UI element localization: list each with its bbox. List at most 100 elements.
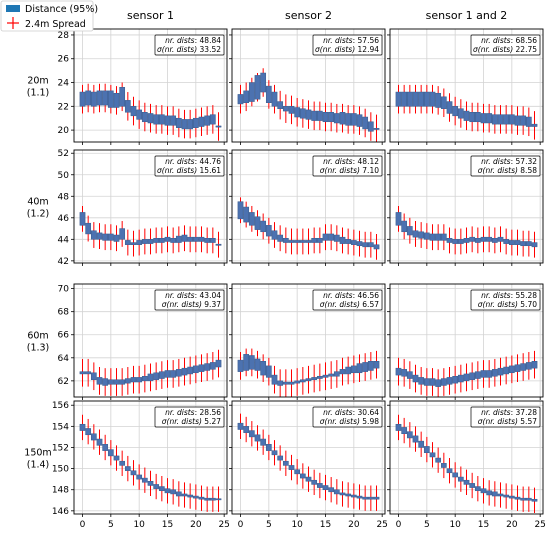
legend: Distance (95%) 2.4m Spread [0,0,98,32]
distance-box [215,359,222,368]
distance-box [328,233,335,241]
distance-box [395,91,402,107]
distance-box [102,233,109,241]
distance-box [147,239,154,244]
distance-box [463,373,470,382]
panel: nr. dists: 68.56σ(nr. dists) 22.75 [387,28,544,145]
distance-box [503,494,510,498]
row-label-sub: (1.4) [27,460,50,471]
stats-box [312,155,383,177]
row-label: 20m [27,76,48,87]
x-tick-label: 0 [80,520,86,530]
panel: 0 5 10 15 20 25 nr. dists: 30.64σ(nr. dists) 5… [229,400,388,530]
stats-nr-dists: nr. dists: 37.28 [481,408,537,417]
x-tick-label: 10 [291,520,303,530]
series-group [79,205,222,258]
distance-box [356,241,363,247]
distance-box [90,433,97,441]
distance-box [282,106,289,112]
distance-box [164,488,171,494]
x-tick-label: 15 [162,520,173,530]
distance-box [248,212,255,226]
distance-box [254,434,261,442]
distance-box [469,372,476,380]
distance-box [305,109,312,120]
distance-box [474,486,481,492]
distance-box [158,114,165,125]
distance-box [215,498,222,501]
distance-box [486,370,493,378]
distance-box [130,470,137,476]
distance-box [260,72,267,93]
distance-box [423,91,430,107]
distance-box [362,116,369,130]
distance-box [243,354,250,371]
distance-box [299,240,306,243]
distance-box [525,116,532,127]
distance-box [316,110,323,121]
stats-box [154,406,225,428]
distance-box [248,82,255,102]
distance-box [339,236,346,244]
x-tick-label: 5 [424,520,430,530]
distance-box [305,378,312,382]
x-tick-label: 0 [238,520,244,530]
distance-box [514,240,521,245]
distance-box [175,369,182,377]
distance-box [192,117,199,128]
distance-box [147,481,154,486]
distance-box [96,377,103,385]
distance-box [305,476,312,482]
y-tick-label: 44 [58,235,70,245]
distance-box [333,113,340,124]
stats-box [312,34,383,56]
distance-box [119,379,126,385]
distance-box [243,206,250,223]
row-label-sub: (1.1) [27,88,50,99]
y-tick-label: 146 [52,507,69,517]
distance-box [446,101,453,114]
stats-sigma: σ(nr. dists) 15.61 [157,166,221,175]
distance-box [271,230,278,240]
distance-box [356,495,363,499]
distance-box [406,91,413,107]
distance-box [525,497,532,501]
distance-box [130,242,137,245]
distance-box [486,490,493,496]
distance-box [147,113,154,124]
distance-box [435,379,442,387]
series-group [395,350,538,397]
distance-box [215,243,222,246]
stats-sigma: σ(nr. dists) 33.52 [157,45,221,54]
distance-box [85,371,92,375]
distance-box [192,495,199,499]
distance-box [412,374,419,383]
distance-box [153,114,160,125]
distance-box [85,90,92,106]
distance-box [90,230,97,240]
distance-box [260,220,267,233]
distance-box [107,90,114,108]
distance-box [260,361,267,376]
x-tick-label: 0 [396,520,402,530]
distance-box [198,364,205,372]
distance-box [288,106,295,114]
distance-box [113,92,120,108]
panel-frame [389,149,544,264]
distance-box [119,87,126,107]
x-tick-label: 15 [478,520,489,530]
distance-box [429,378,436,386]
distance-box [350,365,357,374]
distance-box [440,378,447,386]
distance-box [367,242,374,248]
distance-box [373,496,380,500]
distance-box [457,476,464,482]
series-group [79,82,222,141]
distance-box [367,496,374,500]
distance-box [429,91,436,107]
legend-frame [0,0,94,32]
stats-nr-dists: nr. dists: 48.12 [323,157,379,166]
distance-box [130,377,137,383]
distance-box [531,123,538,127]
distance-box [401,220,408,233]
